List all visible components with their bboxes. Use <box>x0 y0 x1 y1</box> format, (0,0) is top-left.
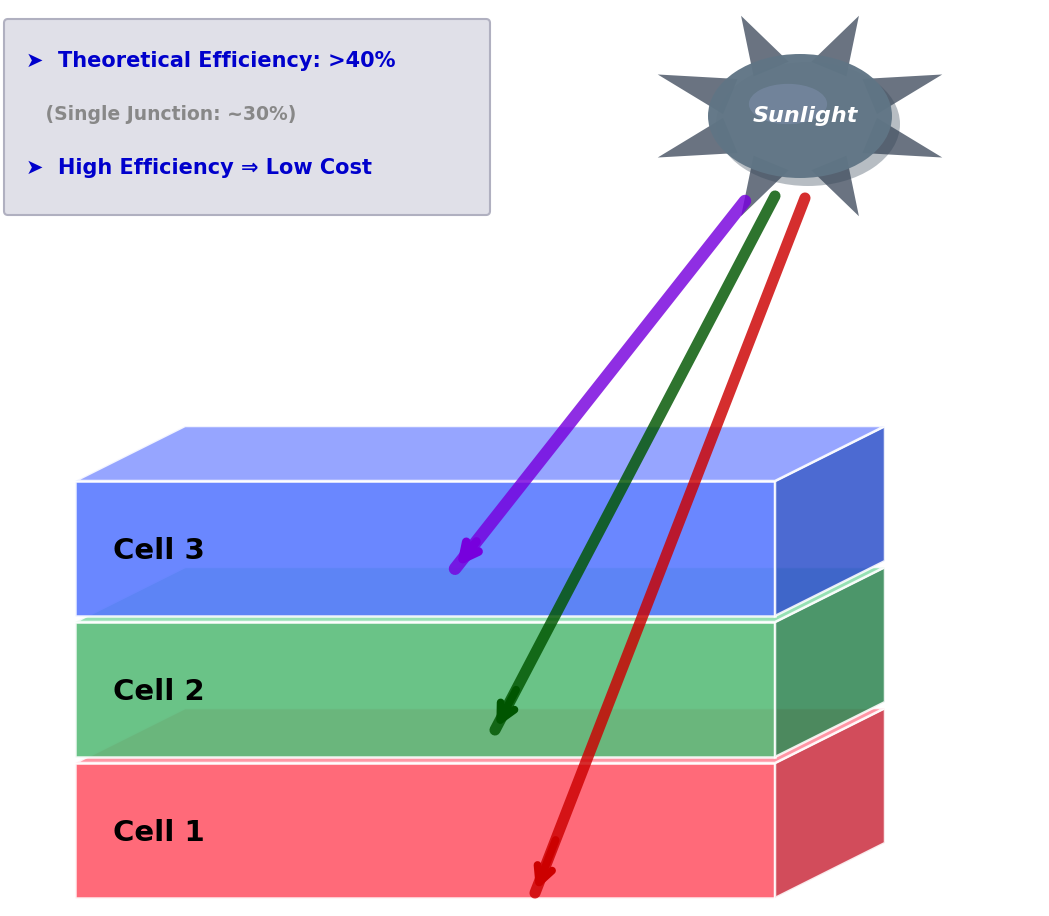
Polygon shape <box>862 118 942 158</box>
Polygon shape <box>741 156 789 216</box>
FancyBboxPatch shape <box>4 19 490 215</box>
Text: Cell 2: Cell 2 <box>113 679 205 706</box>
Polygon shape <box>775 426 885 616</box>
Polygon shape <box>74 622 775 757</box>
Text: Sunlight: Sunlight <box>752 106 858 126</box>
Polygon shape <box>811 16 859 76</box>
Ellipse shape <box>749 84 827 125</box>
Text: Cell 1: Cell 1 <box>113 819 205 847</box>
Polygon shape <box>74 481 775 616</box>
Polygon shape <box>775 708 885 898</box>
Polygon shape <box>775 567 885 757</box>
Text: Cell 3: Cell 3 <box>113 538 205 565</box>
Polygon shape <box>658 74 737 114</box>
Text: (Single Junction: ~30%): (Single Junction: ~30%) <box>26 105 297 124</box>
Polygon shape <box>741 16 789 76</box>
Ellipse shape <box>708 54 892 178</box>
Polygon shape <box>862 74 942 114</box>
Ellipse shape <box>716 62 900 186</box>
Polygon shape <box>811 156 859 216</box>
Text: ➤  Theoretical Efficiency: >40%: ➤ Theoretical Efficiency: >40% <box>26 51 395 71</box>
Polygon shape <box>74 567 885 622</box>
Polygon shape <box>74 426 885 481</box>
Polygon shape <box>74 763 775 898</box>
Text: ➤  High Efficiency ⇒ Low Cost: ➤ High Efficiency ⇒ Low Cost <box>26 158 372 178</box>
Polygon shape <box>74 708 885 763</box>
Polygon shape <box>658 118 737 158</box>
